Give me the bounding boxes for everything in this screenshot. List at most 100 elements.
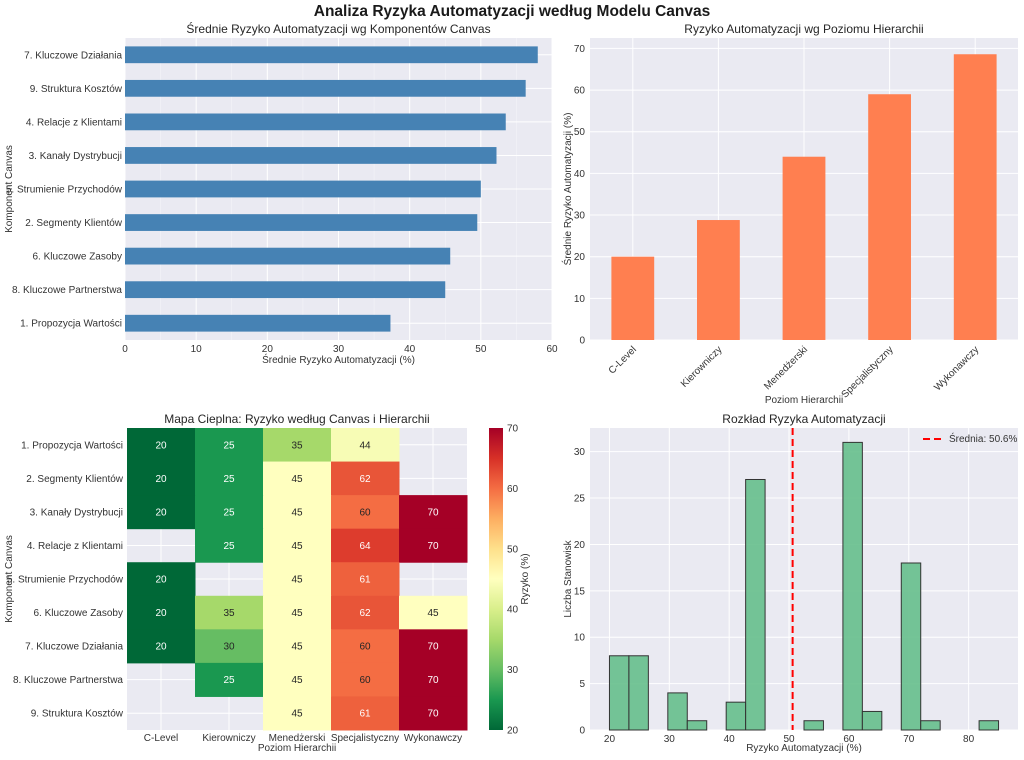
- y-tick-label: 0: [579, 336, 585, 347]
- y-tick-label: 7. Kluczowe Działania: [24, 50, 122, 61]
- histogram-bar: [842, 441, 863, 731]
- x-tick-label: 50: [475, 344, 487, 355]
- x-tick-label: 30: [664, 734, 676, 745]
- heatmap-cell-value: 60: [359, 642, 371, 653]
- heatmap-cell-value: 70: [427, 541, 439, 552]
- x-tick-label: 20: [604, 734, 616, 745]
- y-tick-label: 3. Kanały Dystrybucji: [29, 151, 122, 162]
- heatmap-cell: [195, 428, 264, 463]
- histogram-bar: [725, 701, 747, 731]
- x-tick-label: 10: [191, 344, 203, 355]
- y-tick-label: 3. Kanały Dystrybucji: [30, 507, 123, 518]
- heatmap-cell-value: 45: [291, 575, 303, 586]
- heatmap-cell: [195, 595, 264, 630]
- x-tick-label: 40: [724, 734, 736, 745]
- y-tick-label: 5: [579, 679, 585, 690]
- x-axis-label: Średnie Ryzyko Automatyzacji (%): [262, 353, 415, 366]
- heatmap-cell-value: 35: [291, 440, 303, 451]
- chart-title: Ryzyko Automatyzacji wg Poziomu Hierarch…: [684, 22, 923, 36]
- heatmap-cell: [331, 662, 400, 697]
- heatmap-cell: [263, 495, 332, 530]
- y-tick-label: 8. Kluczowe Partnerstwa: [13, 675, 123, 686]
- histogram-bar: [745, 478, 766, 731]
- heatmap-cell-value: 60: [359, 507, 371, 518]
- x-tick-label: Specjalistyczny: [331, 733, 399, 744]
- colorbar-tick-label: 20: [507, 726, 519, 737]
- bar: [782, 156, 826, 340]
- heatmap-cell: [127, 461, 196, 496]
- chart-title: Rozkład Ryzyka Automatyzacji: [722, 412, 885, 426]
- y-tick-label: 6. Kluczowe Zasoby: [34, 608, 124, 619]
- y-tick-label: 60: [574, 86, 586, 97]
- heatmap-cell: [331, 595, 400, 630]
- y-tick-label: 20: [574, 540, 586, 551]
- bar: [953, 54, 997, 341]
- x-axis-label: Poziom Hierarchii: [765, 395, 843, 406]
- y-tick-label: 30: [574, 211, 586, 222]
- bar: [125, 79, 526, 97]
- heatmap-cell-value: 20: [155, 474, 167, 485]
- x-tick-label: 20: [262, 344, 274, 355]
- heatmap-cell-value: 45: [291, 709, 303, 720]
- chart-title: Średnie Ryzyko Automatyzacji wg Komponen…: [186, 21, 490, 36]
- heatmap-cell-value: 70: [427, 675, 439, 686]
- y-tick-label: 15: [574, 586, 586, 597]
- histogram-bar: [900, 562, 922, 731]
- x-tick-label: 30: [333, 344, 345, 355]
- heatmap-cell: [127, 629, 196, 664]
- colorbar-tick-label: 30: [507, 665, 519, 676]
- colorbar-tick-label: 70: [507, 424, 519, 435]
- y-tick-label: 1. Propozycja Wartości: [20, 319, 122, 330]
- bar: [125, 214, 478, 231]
- heatmap-cell: [263, 629, 332, 664]
- y-tick-label: 5. Strumienie Przychodów: [7, 575, 124, 586]
- y-axis-label: Komponent Canvas: [4, 145, 15, 233]
- heatmap-cell-value: 62: [359, 608, 371, 619]
- heatmap-cell: [263, 662, 332, 697]
- x-tick-label: Kierowniczy: [202, 733, 255, 744]
- heatmap-cell-value: 45: [291, 474, 303, 485]
- heatmap-cell: [399, 662, 468, 697]
- heatmap-cell-value: 45: [291, 608, 303, 619]
- x-tick-label: 50: [783, 734, 795, 745]
- bar: [125, 314, 391, 332]
- heatmap-cell: [399, 696, 468, 731]
- bar: [125, 46, 538, 64]
- x-tick-label: Kierowniczy: [679, 344, 725, 390]
- heatmap-cell-value: 70: [427, 709, 439, 720]
- heatmap-cell-value: 45: [291, 507, 303, 518]
- heatmap-cell: [331, 629, 400, 664]
- y-tick-label: 10: [574, 633, 586, 644]
- y-tick-label: 40: [574, 169, 586, 180]
- y-axis-label: Liczba Stanowisk: [563, 539, 574, 617]
- histogram-bar: [608, 655, 630, 731]
- x-axis-label: Ryzyko Automatyzacji (%): [746, 743, 862, 754]
- heatmap-cell-value: 25: [223, 474, 235, 485]
- heatmap-cell: [263, 562, 332, 597]
- heatmap-cell-value: 25: [223, 507, 235, 518]
- heatmap-cell-value: 45: [291, 541, 303, 552]
- plot-area-4: [590, 428, 1018, 730]
- bar: [125, 147, 497, 164]
- heatmap-cell: [195, 528, 264, 563]
- heatmap-cell: [195, 495, 264, 530]
- x-axis-label: Poziom Hierarchii: [258, 743, 336, 754]
- heatmap-cell: [331, 696, 400, 731]
- heatmap-cell: [195, 662, 264, 697]
- heatmap-cell: [195, 461, 264, 496]
- colorbar-label: Ryzyko (%): [520, 553, 531, 604]
- histogram-bar: [861, 710, 883, 731]
- heatmap-cell: [263, 595, 332, 630]
- colorbar-tick-label: 40: [507, 605, 519, 616]
- x-tick-label: Specjalistyczny: [840, 344, 896, 400]
- heatmap-cell: [331, 528, 400, 563]
- heatmap-cell-value: 30: [223, 642, 235, 653]
- heatmap-cell-value: 35: [223, 608, 235, 619]
- y-tick-label: 70: [574, 44, 586, 55]
- y-tick-label: 30: [574, 447, 586, 458]
- heatmap-cell: [127, 562, 196, 597]
- colorbar: [489, 428, 503, 730]
- heatmap-cell-value: 64: [359, 541, 371, 552]
- heatmap-cell-value: 20: [155, 440, 167, 451]
- colorbar-tick-label: 50: [507, 544, 519, 555]
